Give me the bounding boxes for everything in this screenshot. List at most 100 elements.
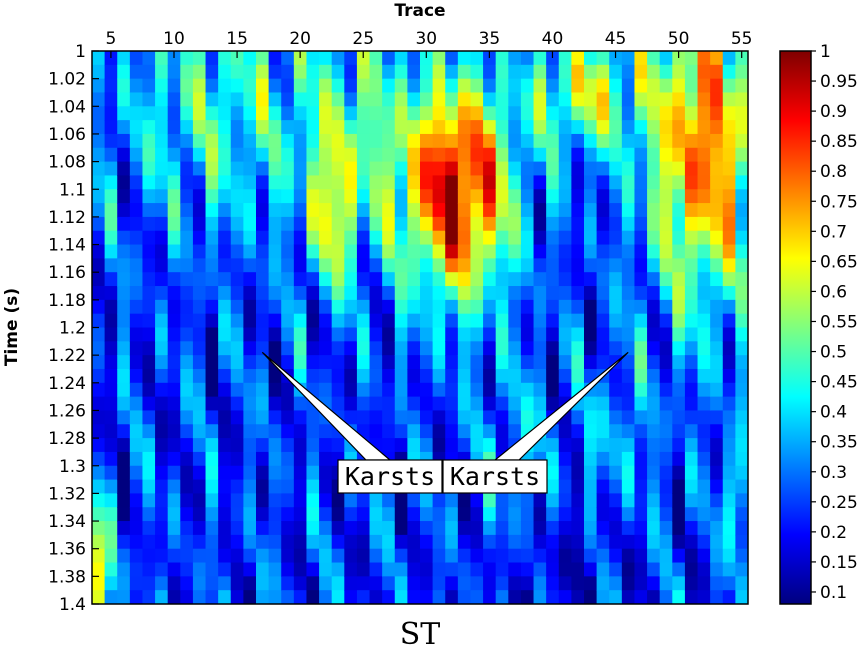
heatmap-cell: [256, 382, 270, 398]
heatmap-cell: [432, 410, 446, 425]
heatmap-cell: [243, 161, 257, 177]
heatmap-cell: [722, 78, 736, 94]
heatmap-cell: [218, 189, 232, 204]
heatmap-cell: [104, 161, 118, 177]
heatmap-cell: [306, 327, 320, 342]
annotation-box: [337, 459, 443, 494]
heatmap-cell: [218, 410, 232, 425]
heatmap-cell: [369, 64, 383, 80]
heatmap-cell: [634, 106, 648, 121]
heatmap-cell: [520, 548, 535, 564]
heatmap-cell: [457, 175, 472, 190]
heatmap-cell: [684, 410, 699, 425]
heatmap-cell: [180, 548, 194, 564]
heatmap-cell: [256, 286, 270, 301]
heatmap-cell: [268, 507, 282, 522]
colorbar-tick-label: 0.3: [820, 463, 847, 483]
heatmap-cell: [546, 272, 560, 287]
heatmap-cell: [470, 313, 484, 329]
heatmap-cell: [495, 313, 509, 329]
heatmap-cell: [558, 438, 572, 453]
heatmap-cell: [230, 161, 244, 177]
heatmap-cell: [659, 521, 673, 536]
heatmap-cell: [445, 521, 459, 536]
heatmap-cell: [520, 299, 535, 315]
y-tick-label: 1.24: [48, 374, 86, 394]
heatmap-cell: [722, 299, 736, 315]
y-tick-label: 1.34: [48, 512, 86, 532]
heatmap-cell: [117, 534, 131, 550]
heatmap-cell: [659, 562, 673, 577]
heatmap-cell: [420, 313, 434, 329]
heatmap-cell: [230, 451, 244, 467]
heatmap-cell: [483, 272, 497, 287]
heatmap-cell: [659, 203, 673, 218]
heatmap-cell: [508, 327, 522, 342]
heatmap-cell: [621, 355, 636, 370]
heatmap-cell: [256, 355, 270, 370]
heatmap-cell: [319, 189, 333, 204]
heatmap-cell: [558, 120, 572, 135]
heatmap-cell: [394, 341, 408, 356]
heatmap-cell: [445, 133, 459, 149]
heatmap-cell: [155, 64, 169, 80]
heatmap-cell: [306, 92, 320, 107]
heatmap-cell: [609, 438, 623, 453]
heatmap-cell: [722, 244, 736, 259]
heatmap-cell: [167, 521, 181, 536]
heatmap-cell: [609, 479, 623, 494]
heatmap-cell: [407, 175, 421, 190]
heatmap-cell: [319, 534, 333, 550]
heatmap-cell: [533, 534, 547, 550]
heatmap-cell: [457, 92, 472, 107]
heatmap-cell: [647, 120, 661, 135]
heatmap-cell: [495, 286, 509, 301]
heatmap-cell: [394, 147, 408, 163]
heatmap-cell: [243, 286, 257, 301]
heatmap-cell: [331, 106, 345, 121]
heatmap-cell: [155, 341, 169, 356]
heatmap-cell: [192, 299, 207, 315]
heatmap-cell: [483, 120, 497, 135]
heatmap-cell: [571, 244, 585, 259]
heatmap-cell: [495, 120, 509, 135]
heatmap-cell: [104, 534, 118, 550]
heatmap-cell: [180, 410, 194, 425]
heatmap-cell: [483, 424, 497, 439]
heatmap-cell: [533, 286, 547, 301]
heatmap-cell: [546, 258, 560, 273]
heatmap-cell: [621, 106, 636, 121]
heatmap-cell: [331, 562, 345, 577]
heatmap-cell: [205, 230, 219, 246]
heatmap-cell: [407, 106, 421, 121]
heatmap-cell: [684, 230, 699, 246]
heatmap-cell: [533, 175, 547, 190]
heatmap-cell: [356, 341, 371, 356]
heatmap-cell: [192, 451, 207, 467]
heatmap-cell: [218, 299, 232, 315]
heatmap-cell: [420, 493, 434, 508]
heatmap-cell: [268, 272, 282, 287]
heatmap-cell: [142, 479, 156, 494]
heatmap-cell: [546, 479, 560, 494]
heatmap-cell: [268, 465, 282, 481]
heatmap-cell: [369, 521, 383, 536]
heatmap-cell: [356, 590, 371, 604]
heatmap-cell: [356, 189, 371, 204]
heatmap-cell: [470, 548, 484, 564]
heatmap-cell: [596, 507, 610, 522]
heatmap-cell: [268, 286, 282, 301]
heatmap-cell: [672, 562, 686, 577]
heatmap-cell: [382, 521, 396, 536]
heatmap-cell: [142, 92, 156, 107]
heatmap-cell: [117, 521, 131, 536]
heatmap-cell: [647, 521, 661, 536]
heatmap-cell: [609, 451, 623, 467]
heatmap-cell: [369, 341, 383, 356]
heatmap-cell: [659, 438, 673, 453]
heatmap-cell: [356, 272, 371, 287]
heatmap-cell: [546, 562, 560, 577]
heatmap-cell: [192, 147, 207, 163]
heatmap-cell: [584, 479, 598, 494]
heatmap-cell: [495, 507, 509, 522]
